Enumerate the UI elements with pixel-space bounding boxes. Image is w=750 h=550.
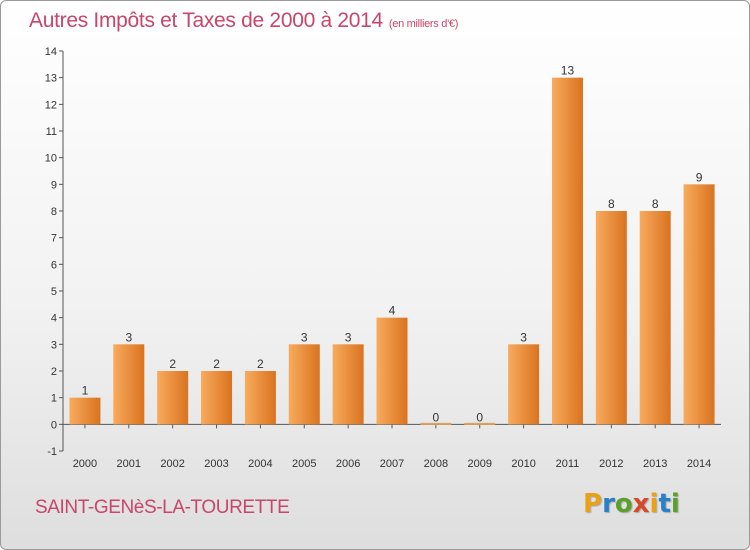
bar	[639, 211, 671, 425]
y-tick-label: 13	[45, 73, 57, 85]
commune-name: SAINT-GENèS-LA-TOURETTE	[35, 497, 290, 518]
bar	[157, 371, 189, 425]
bar-value-label: 4	[389, 304, 396, 318]
bar	[69, 397, 101, 425]
chart-bars	[69, 77, 715, 425]
logo-letter: x	[632, 489, 650, 519]
logo-letter: P	[583, 489, 603, 519]
bar	[376, 317, 408, 425]
y-tick-label: 0	[51, 419, 57, 431]
chart-title-text: Autres Impôts et Taxes de 2000 à 2014	[29, 9, 383, 32]
bar-value-label: 8	[608, 197, 615, 211]
x-tick-label: 2011	[556, 458, 580, 470]
x-tick-label: 2004	[248, 458, 272, 470]
logo-letter: i	[649, 489, 659, 519]
chart-title: Autres Impôts et Taxes de 2000 à 2014 (en…	[29, 9, 458, 33]
y-tick-label: 12	[45, 99, 57, 111]
bar	[201, 371, 233, 425]
y-tick-label: 2	[51, 366, 57, 378]
x-tick-label: 2003	[204, 458, 228, 470]
bar	[595, 211, 627, 425]
logo-letter: t	[658, 489, 671, 519]
y-tick-label: 5	[51, 286, 57, 298]
bar-value-label: 0	[433, 410, 440, 424]
bar-value-label: 8	[652, 197, 659, 211]
x-tick-label: 2001	[117, 458, 141, 470]
bar-value-label: 13	[561, 64, 575, 78]
bar-value-label: 3	[301, 330, 308, 344]
x-tick-label: 2009	[467, 458, 491, 470]
x-tick-label: 2005	[292, 458, 316, 470]
bar	[113, 344, 145, 425]
y-tick-label: 11	[46, 126, 57, 138]
y-tick-label: 1	[51, 393, 57, 405]
y-tick-label: 14	[45, 46, 57, 58]
bar-value-label: 2	[213, 357, 220, 371]
y-tick-label: 6	[51, 259, 57, 271]
bar-value-label: 2	[257, 357, 264, 371]
y-tick-label: 9	[51, 179, 57, 191]
bar	[508, 344, 540, 425]
bar	[420, 422, 452, 425]
y-tick-label: 8	[51, 206, 57, 218]
bar-value-label: 3	[520, 330, 527, 344]
x-tick-label: 2007	[380, 458, 404, 470]
bar	[288, 344, 320, 425]
bar-value-label: 1	[82, 384, 89, 398]
y-tick-label: 3	[51, 339, 57, 351]
bar	[551, 77, 583, 425]
x-tick-label: 2014	[687, 458, 711, 470]
bar-value-label: 3	[345, 330, 352, 344]
bar	[244, 371, 276, 425]
bar-value-label: 9	[696, 170, 703, 184]
logo-letter: r	[602, 489, 615, 519]
x-tick-label: 2013	[643, 458, 667, 470]
bar-value-label: 3	[125, 330, 132, 344]
logo-letter: o	[614, 489, 633, 519]
logo-letter: i	[670, 489, 680, 519]
y-tick-label: -1	[47, 446, 57, 458]
x-tick-label: 2010	[511, 458, 535, 470]
bar-value-label: 0	[476, 410, 483, 424]
chart-subtitle: (en milliers d'€)	[388, 18, 459, 30]
bar	[464, 422, 496, 425]
x-tick-label: 2002	[160, 458, 184, 470]
y-tick-label: 4	[51, 313, 57, 325]
x-tick-label: 2006	[336, 458, 360, 470]
bar	[683, 184, 715, 425]
proxiti-logo: Proxiti	[583, 489, 680, 519]
y-tick-label: 10	[45, 153, 57, 165]
bar-value-label: 2	[169, 357, 176, 371]
x-tick-label: 2012	[599, 458, 623, 470]
bar	[332, 344, 364, 425]
y-tick-label: 7	[51, 233, 57, 245]
x-tick-label: 2008	[424, 458, 448, 470]
x-tick-label: 2000	[73, 458, 97, 470]
